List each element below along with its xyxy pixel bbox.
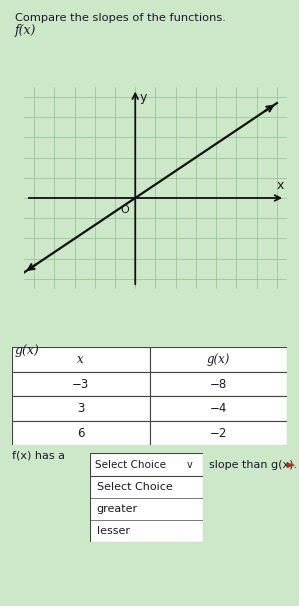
Text: ►: ► bbox=[287, 460, 295, 470]
Bar bbox=[12, 396, 150, 421]
Text: x: x bbox=[277, 179, 284, 192]
Text: Select Choice: Select Choice bbox=[97, 482, 172, 492]
Text: −2: −2 bbox=[210, 427, 227, 439]
Bar bbox=[150, 347, 287, 371]
Bar bbox=[150, 371, 287, 396]
Text: 6: 6 bbox=[77, 427, 85, 439]
Bar bbox=[12, 371, 150, 396]
Text: −4: −4 bbox=[210, 402, 227, 415]
Text: 3: 3 bbox=[77, 402, 84, 415]
Text: −3: −3 bbox=[72, 378, 89, 390]
Text: f(x) has a: f(x) has a bbox=[12, 450, 65, 461]
Text: v: v bbox=[187, 460, 193, 470]
Text: Compare the slopes of the functions.: Compare the slopes of the functions. bbox=[15, 13, 226, 24]
Bar bbox=[12, 421, 150, 445]
Text: lesser: lesser bbox=[97, 526, 129, 536]
Text: Select Choice: Select Choice bbox=[95, 460, 166, 470]
Text: O: O bbox=[120, 205, 129, 215]
Bar bbox=[12, 347, 150, 371]
Text: slope than g(x).: slope than g(x). bbox=[209, 460, 298, 470]
Text: g(x): g(x) bbox=[207, 353, 230, 366]
Text: −8: −8 bbox=[210, 378, 227, 390]
Text: g(x): g(x) bbox=[15, 344, 40, 357]
Bar bbox=[150, 396, 287, 421]
Bar bbox=[150, 421, 287, 445]
Text: x: x bbox=[77, 353, 84, 366]
Text: f(x): f(x) bbox=[15, 24, 36, 37]
Text: y: y bbox=[139, 91, 147, 104]
Text: greater: greater bbox=[97, 504, 138, 514]
